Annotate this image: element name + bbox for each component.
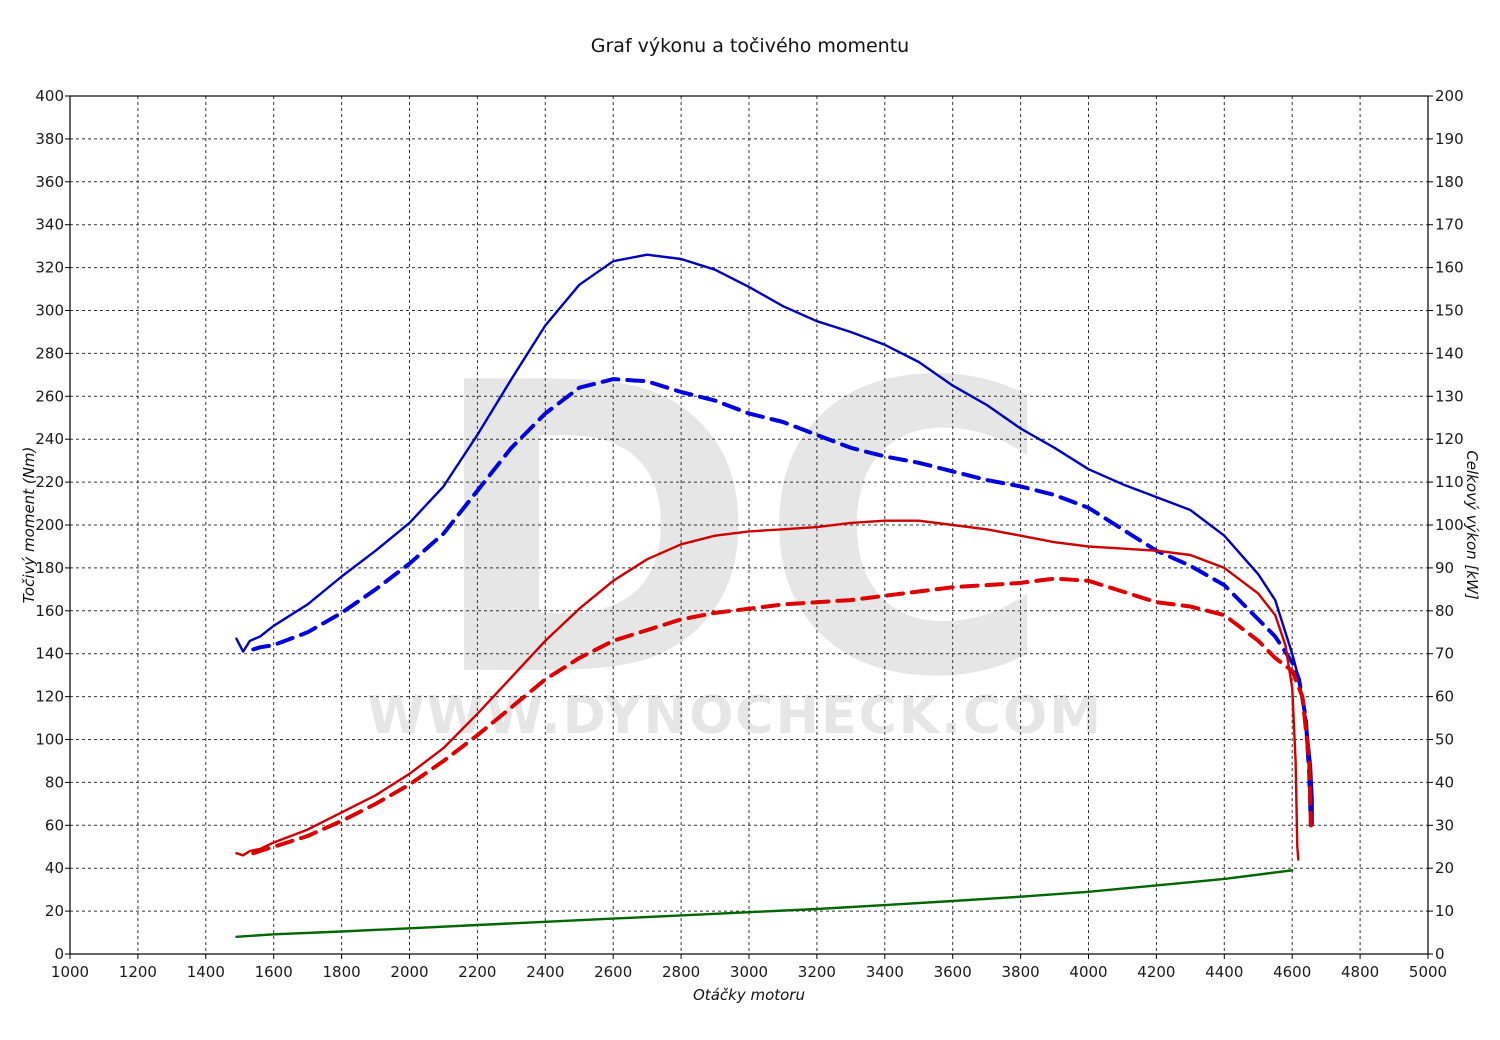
ticks: 1000 1200 1400 1600 1800 2000 2200 2400 2600 2800… — [35, 87, 1463, 981]
x-tick-label: 2000 — [390, 963, 428, 981]
x-tick-label: 2800 — [662, 963, 700, 981]
y-right-tick-label: 80 — [1435, 602, 1454, 620]
series-lines — [235, 253, 1314, 938]
y-right-tick-label: 20 — [1435, 859, 1454, 877]
x-axis-label: Otáčky motoru — [693, 986, 805, 1004]
x-tick-label: 1800 — [323, 963, 361, 981]
x-tick-label: 1200 — [119, 963, 157, 981]
y-right-tick-label: 50 — [1435, 731, 1454, 749]
x-tick-label: 1600 — [255, 963, 293, 981]
x-tick-label: 5000 — [1409, 963, 1447, 981]
y-left-tick-label: 300 — [35, 302, 64, 320]
y-axis-left-label: Točivý moment (Nm) — [20, 447, 38, 604]
y-left-tick-label: 340 — [35, 216, 64, 234]
x-tick-label: 1400 — [187, 963, 225, 981]
x-tick-label: 4000 — [1069, 963, 1107, 981]
grid — [70, 96, 1428, 954]
x-tick-label: 2600 — [594, 963, 632, 981]
x-tick-label: 1000 — [51, 963, 89, 981]
y-right-tick-label: 170 — [1435, 216, 1464, 234]
y-left-tick-label: 280 — [35, 344, 64, 362]
x-tick-label: 2200 — [458, 963, 496, 981]
y-left-tick-label: 120 — [35, 688, 64, 706]
series-line-4 — [251, 576, 1313, 856]
y-right-tick-label: 200 — [1435, 87, 1464, 105]
y-left-tick-label: 80 — [45, 773, 64, 791]
x-tick-label: 3000 — [730, 963, 768, 981]
x-tick-label: 4800 — [1341, 963, 1379, 981]
y-right-tick-label: 100 — [1435, 516, 1464, 534]
y-left-tick-label: 400 — [35, 87, 64, 105]
y-right-tick-label: 190 — [1435, 130, 1464, 148]
x-tick-label: 3200 — [798, 963, 836, 981]
series-line-5 — [235, 869, 1294, 938]
y-left-tick-label: 60 — [45, 816, 64, 834]
y-right-tick-label: 10 — [1435, 902, 1454, 920]
x-tick-label: 2400 — [526, 963, 564, 981]
y-left-tick-label: 40 — [45, 859, 64, 877]
y-left-tick-label: 100 — [35, 731, 64, 749]
y-axis-right-label: Celkový výkon [kW] — [1463, 450, 1481, 600]
y-left-tick-label: 220 — [35, 473, 64, 491]
x-tick-label: 4400 — [1205, 963, 1243, 981]
y-left-tick-label: 20 — [45, 902, 64, 920]
x-tick-label: 3400 — [866, 963, 904, 981]
y-left-tick-label: 380 — [35, 130, 64, 148]
y-right-tick-label: 140 — [1435, 344, 1464, 362]
x-tick-label: 3600 — [934, 963, 972, 981]
x-tick-label: 3800 — [1002, 963, 1040, 981]
y-left-tick-label: 160 — [35, 602, 64, 620]
y-right-tick-label: 160 — [1435, 259, 1464, 277]
y-left-tick-label: 180 — [35, 559, 64, 577]
y-right-tick-label: 150 — [1435, 302, 1464, 320]
y-right-tick-label: 60 — [1435, 688, 1454, 706]
y-right-tick-label: 90 — [1435, 559, 1454, 577]
y-right-tick-label: 120 — [1435, 430, 1464, 448]
series-line-1 — [235, 253, 1314, 827]
y-right-tick-label: 70 — [1435, 645, 1454, 663]
x-tick-label: 4200 — [1137, 963, 1175, 981]
y-right-tick-label: 40 — [1435, 773, 1454, 791]
y-left-tick-label: 260 — [35, 387, 64, 405]
watermark: DC WWW.DYNOCHECK.COM — [367, 300, 1103, 765]
y-right-tick-label: 180 — [1435, 173, 1464, 191]
y-left-tick-label: 240 — [35, 430, 64, 448]
chart-title: Graf výkonu a točivého momentu — [591, 35, 909, 57]
y-right-tick-label: 30 — [1435, 816, 1454, 834]
plot-frame — [69, 95, 1429, 955]
y-left-tick-label: 140 — [35, 645, 64, 663]
series-line-3 — [235, 519, 1300, 861]
y-left-tick-label: 320 — [35, 259, 64, 277]
y-right-tick-label: 110 — [1435, 473, 1464, 491]
y-right-tick-label: 130 — [1435, 387, 1464, 405]
watermark-url: WWW.DYNOCHECK.COM — [367, 686, 1103, 746]
y-left-tick-label: 200 — [35, 516, 64, 534]
x-tick-label: 4600 — [1273, 963, 1311, 981]
series-line-2 — [251, 377, 1313, 828]
y-left-tick-label: 0 — [54, 945, 64, 963]
y-left-tick-label: 360 — [35, 173, 64, 191]
y-right-tick-label: 0 — [1435, 945, 1445, 963]
